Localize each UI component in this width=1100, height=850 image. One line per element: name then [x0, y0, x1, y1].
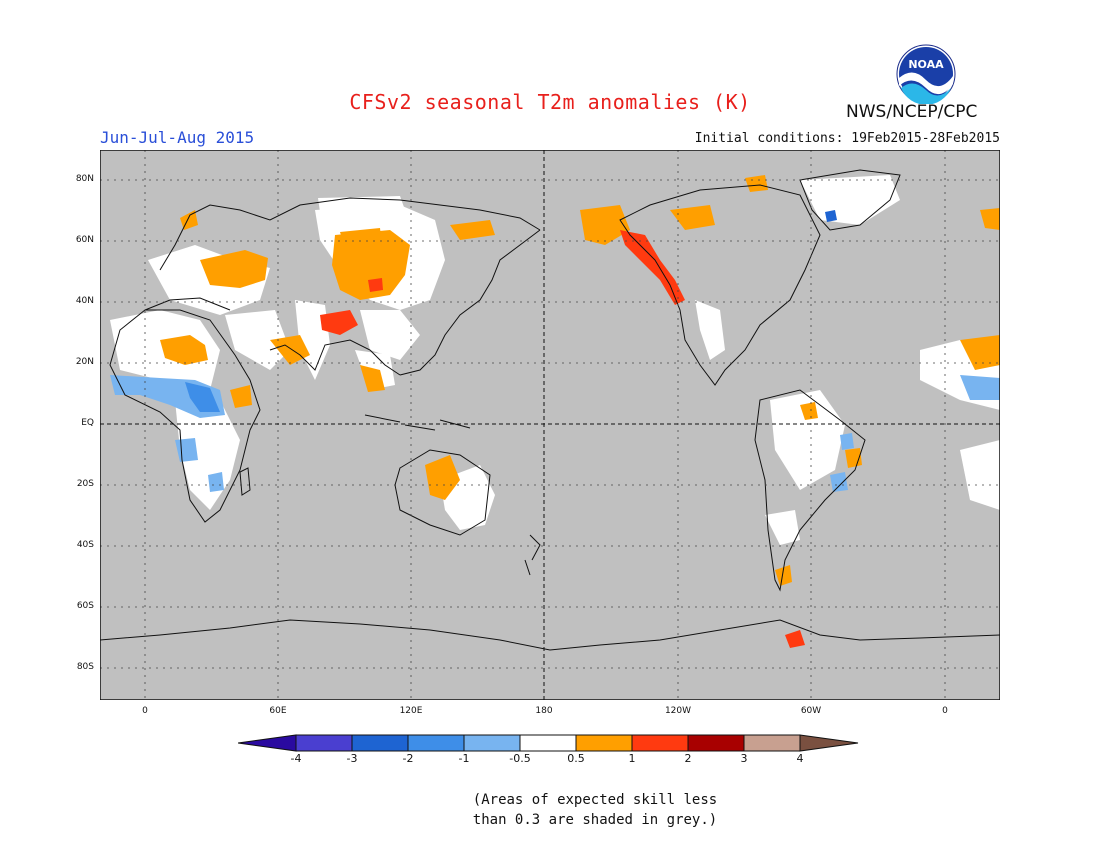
- lon-label: 120E: [399, 706, 423, 716]
- coastlines: [100, 169, 1000, 651]
- colorbar-segment: [743, 734, 801, 752]
- colorbar-segment: [351, 734, 409, 752]
- colorbar-segment: [295, 734, 353, 752]
- lon-label: 180: [535, 706, 553, 716]
- lat-label: 20N: [75, 357, 94, 367]
- lat-label: EQ: [81, 418, 94, 428]
- cool-anomaly-regions: [110, 210, 1000, 492]
- season-label: Jun-Jul-Aug 2015: [100, 128, 255, 147]
- colorbar-tick-label: -0.5: [509, 752, 531, 765]
- map-title: CFSv2 seasonal T2m anomalies (K): [349, 90, 751, 114]
- colorbar-segment: [463, 734, 521, 752]
- skill-grey-background: [100, 150, 1000, 700]
- colorbar-segment: [575, 734, 633, 752]
- colorbar-segment: [407, 734, 465, 752]
- colorbar-tick-label: -3: [346, 752, 358, 765]
- colorbar-segment: [631, 734, 689, 752]
- colorbar-segment: [687, 734, 745, 752]
- colorbar-tick-label: 3: [740, 752, 748, 765]
- agency-label: NWS/NCEP/CPC: [846, 102, 978, 122]
- colorbar-high-arrow: [799, 734, 859, 752]
- skill-note-line-1: (Areas of expected skill less: [472, 792, 718, 808]
- lon-label: 120W: [664, 706, 692, 716]
- noaa-logo: NOAA: [896, 44, 956, 104]
- graticule: [100, 150, 1000, 700]
- colorbar-tick-label: 2: [684, 752, 692, 765]
- colorbar-tick-label: -1: [458, 752, 470, 765]
- lat-label: 60N: [75, 235, 94, 245]
- lon-label: 60W: [800, 706, 822, 716]
- lat-label: 20S: [76, 479, 94, 489]
- initial-conditions-label: Initial conditions: 19Feb2015-28Feb2015: [694, 131, 1000, 146]
- logo-text: NOAA: [908, 58, 944, 71]
- lon-label: 60E: [269, 706, 287, 716]
- skill-note-line-2: than 0.3 are shaded in grey.): [472, 812, 718, 828]
- lon-label: 0: [142, 706, 148, 716]
- warm-anomaly-regions: [160, 175, 1000, 586]
- lat-label: 40N: [75, 296, 94, 306]
- colorbar-tick-label: 0.5: [567, 752, 585, 765]
- colorbar-tick-label: 1: [628, 752, 636, 765]
- colorbar: [238, 734, 859, 752]
- strong-warm-anomaly-regions: [320, 230, 805, 648]
- lat-label: 60S: [76, 601, 94, 611]
- lat-label: 40S: [76, 540, 94, 550]
- lat-label: 80N: [75, 174, 94, 184]
- colorbar-tick-label: -2: [402, 752, 414, 765]
- lat-label: 80S: [76, 662, 94, 672]
- colorbar-low-arrow: [238, 734, 297, 752]
- anomaly-map: [100, 150, 1000, 700]
- colorbar-tick-label: -4: [290, 752, 302, 765]
- colorbar-segments: [295, 734, 801, 752]
- colorbar-tick-label: 4: [796, 752, 804, 765]
- colorbar-segment: [519, 734, 577, 752]
- lon-label: 0: [942, 706, 948, 716]
